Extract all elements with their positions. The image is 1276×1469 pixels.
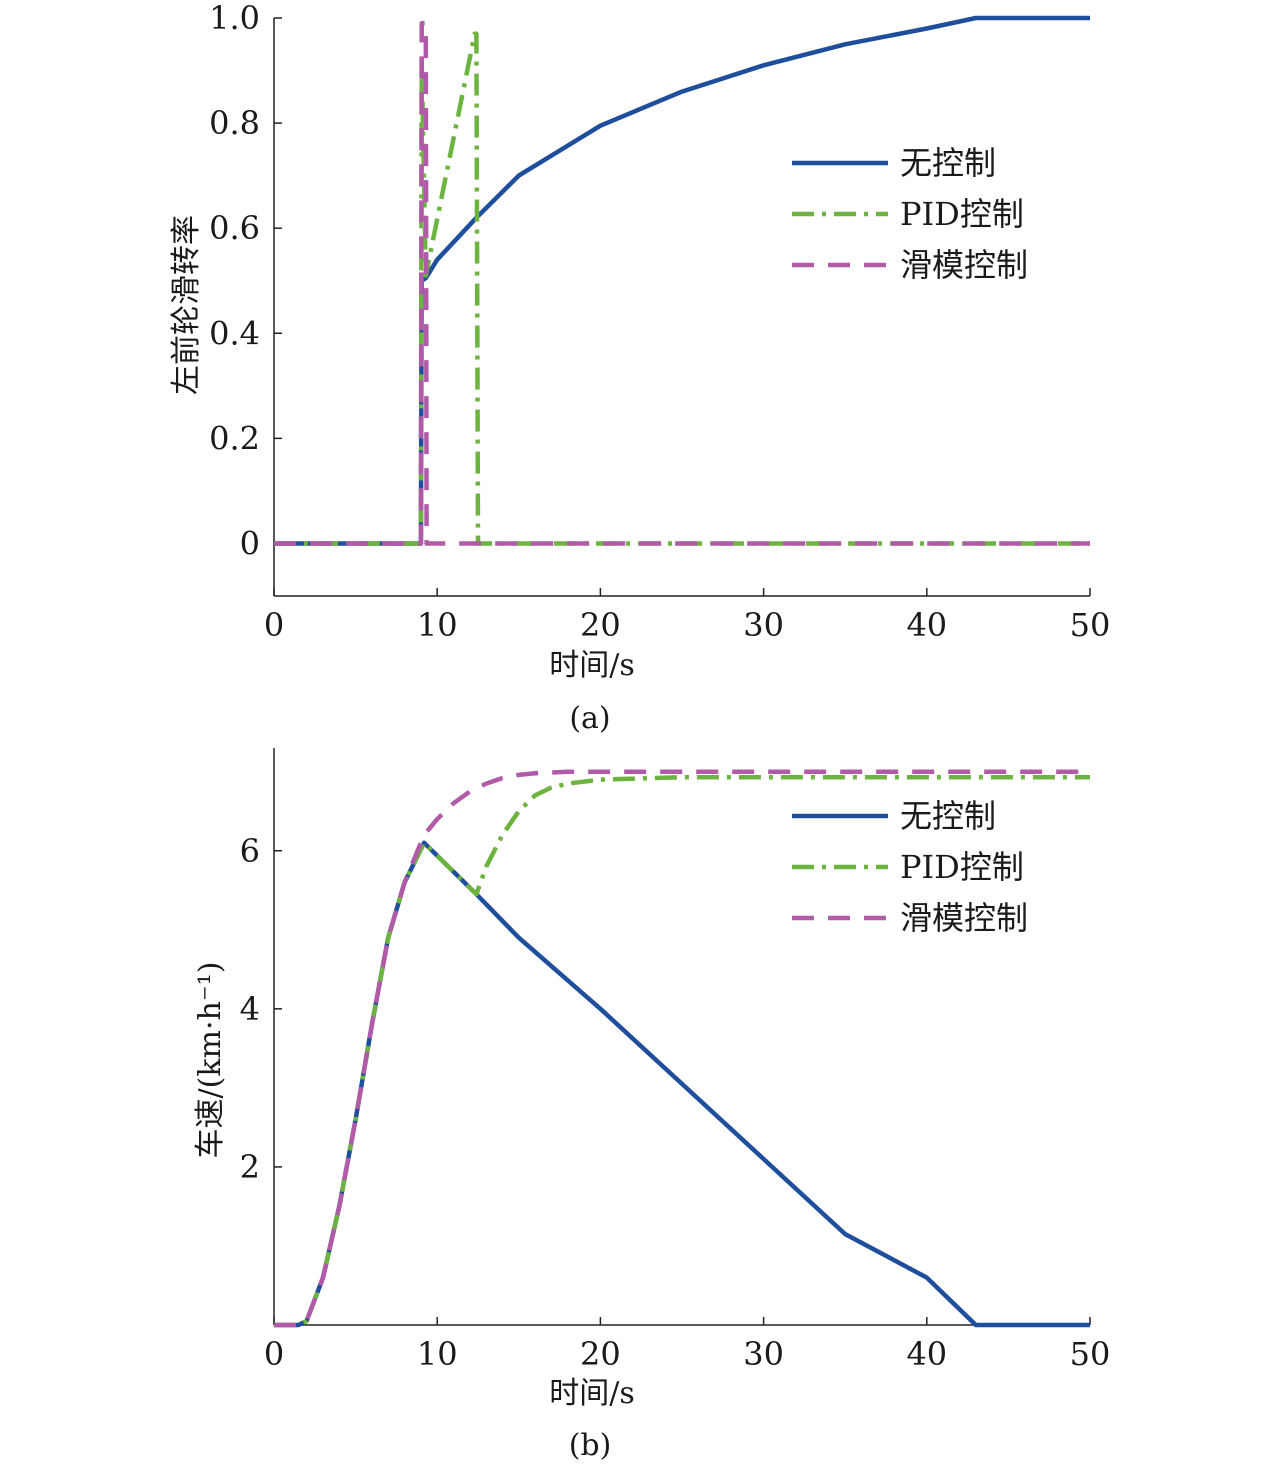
legend-label: PID控制 [900,848,1024,886]
legend-label: 无控制 [900,144,996,182]
series-line [274,769,1090,1328]
x-tick-label: 0 [264,606,284,644]
y-tick-label: 0.2 [209,419,260,457]
legend-label: PID控制 [900,195,1024,233]
x-tick-label: 0 [264,1335,284,1373]
x-tick-label: 20 [580,1335,621,1373]
legend-label: 无控制 [900,797,996,835]
legend-label: 滑模控制 [900,246,1028,284]
y-axis-label: 左前轮滑转率 [169,215,204,395]
y-tick-label: 0.6 [209,209,260,247]
x-axis-label: 时间/s [549,648,635,683]
x-tick-label: 20 [580,606,621,644]
y-tick-label: 0 [240,524,260,562]
series-line [274,21,1090,546]
x-tick-label: 30 [743,606,784,644]
legend-label: 滑模控制 [900,899,1028,937]
y-tick-label: 1.0 [209,0,260,37]
x-tick-label: 40 [906,606,947,644]
y-tick-label: 2 [240,1148,260,1186]
y-axis-label: 车速/(km·h⁻¹) [193,962,228,1159]
x-tick-label: 50 [1070,606,1111,644]
x-tick-label: 10 [417,1335,458,1373]
panel-caption: (b) [569,1428,612,1463]
x-tick-label: 40 [906,1335,947,1373]
x-tick-label: 30 [743,1335,784,1373]
x-tick-label: 10 [417,606,458,644]
x-axis-label: 时间/s [549,1376,635,1411]
panel-a: 0 10 20 30 40 50 0 0.2 0.4 0.6 0.8 1.0 无控制 PID控制滑模控制时… [169,0,1110,736]
y-tick-label: 0.4 [209,314,260,352]
y-tick-label: 4 [240,990,260,1028]
panel-caption: (a) [569,701,610,736]
y-tick-label: 0.8 [209,104,260,142]
series-line [274,31,1090,546]
y-tick-label: 6 [240,832,260,870]
x-tick-label: 50 [1070,1335,1111,1373]
series-line [274,774,1090,1328]
